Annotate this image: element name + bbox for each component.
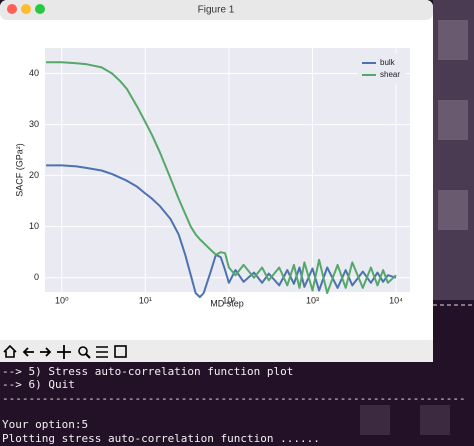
terminal-line: --> 6) Quit (2, 378, 75, 391)
desktop-icon (438, 100, 468, 140)
y-axis-label: SACF (GPa²) (14, 143, 24, 197)
pan-button[interactable] (57, 345, 71, 359)
zoom-tool-handle (85, 353, 91, 359)
window-title: Figure 1 (198, 5, 235, 16)
forward-button[interactable] (40, 347, 52, 357)
x-tick-label: 10² (222, 295, 235, 305)
legend-label: bulk (380, 58, 396, 67)
title-bar (0, 0, 433, 20)
zoom-tool[interactable] (78, 346, 88, 356)
terminal-line: Your option:5 (2, 418, 88, 431)
close-button[interactable] (7, 4, 17, 14)
y-tick-label: 40 (29, 68, 39, 78)
back-button[interactable] (22, 347, 34, 357)
terminal-line: Plotting stress auto-correlation functio… (2, 432, 320, 445)
y-tick-label: 20 (29, 170, 39, 180)
y-tick-label: 10 (29, 221, 39, 231)
desktop-icon (360, 405, 390, 435)
save-button[interactable] (114, 345, 127, 358)
toolbar (0, 340, 433, 362)
legend-box (358, 54, 406, 84)
y-tick-label: 30 (29, 119, 39, 129)
x-tick-label: 10⁰ (55, 295, 69, 305)
home-button[interactable] (3, 344, 17, 358)
plot-area (45, 48, 410, 292)
y-tick-label: 0 (34, 272, 39, 282)
terminal-line: ----------------------------------------… (2, 392, 466, 405)
zoom-button[interactable] (35, 4, 45, 14)
series-line (46, 61, 397, 294)
desktop-icon (420, 405, 450, 435)
desktop-icon (438, 20, 468, 60)
x-axis-label: MD step (210, 298, 244, 308)
x-tick-label: 10³ (306, 295, 319, 305)
x-tick-label: 10¹ (139, 295, 152, 305)
x-tick-label: 10⁴ (389, 295, 403, 305)
configure-button[interactable] (96, 346, 108, 358)
terminal-line: --> 5) Stress auto-correlation function … (2, 365, 293, 378)
minimize-button[interactable] (21, 4, 31, 14)
desktop-icon (438, 190, 468, 230)
legend-label: shear (380, 70, 400, 79)
